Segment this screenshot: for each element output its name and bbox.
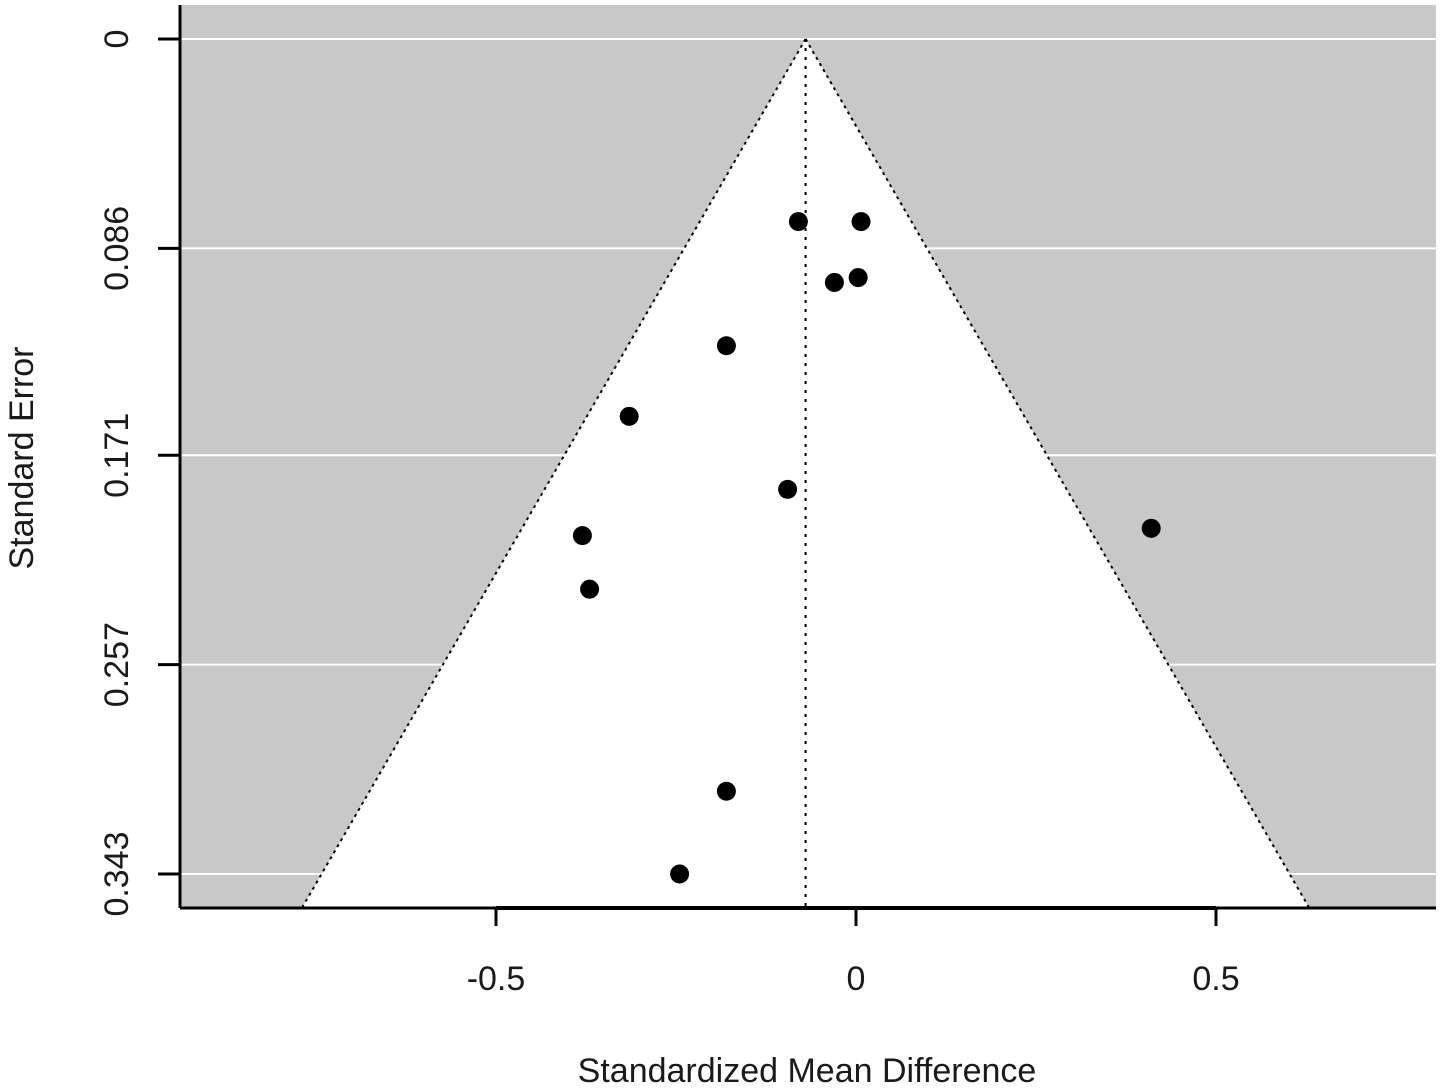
y-tick-label: 0	[98, 30, 136, 49]
y-tick-label: 0.343	[98, 831, 136, 916]
data-point	[580, 579, 600, 599]
data-point	[788, 212, 808, 232]
y-tick-label: 0.086	[98, 206, 136, 291]
y-axis-ticks: 0 0.086 0.171 0.257 0.343	[98, 30, 180, 917]
x-axis-title: Standardized Mean Difference	[578, 1052, 1037, 1090]
y-tick-label: 0.257	[98, 622, 136, 707]
data-point	[716, 336, 736, 356]
data-points	[572, 212, 1161, 884]
data-point	[848, 268, 868, 288]
data-point	[572, 526, 592, 546]
x-tick-label: -0.5	[467, 960, 526, 998]
x-tick-label: 0.5	[1192, 960, 1239, 998]
data-point	[778, 479, 798, 499]
data-point	[824, 272, 844, 292]
y-tick-label: 0.171	[98, 413, 136, 498]
funnel-region	[300, 38, 1311, 909]
x-tick-label: 0	[847, 960, 866, 998]
y-axis-title: Standard Error	[3, 347, 41, 570]
data-point	[619, 406, 639, 426]
data-point	[1141, 518, 1161, 538]
data-point	[670, 864, 690, 884]
data-point	[716, 781, 736, 801]
data-point	[851, 212, 871, 232]
x-axis-ticks: -0.5 0 0.5	[467, 908, 1240, 998]
